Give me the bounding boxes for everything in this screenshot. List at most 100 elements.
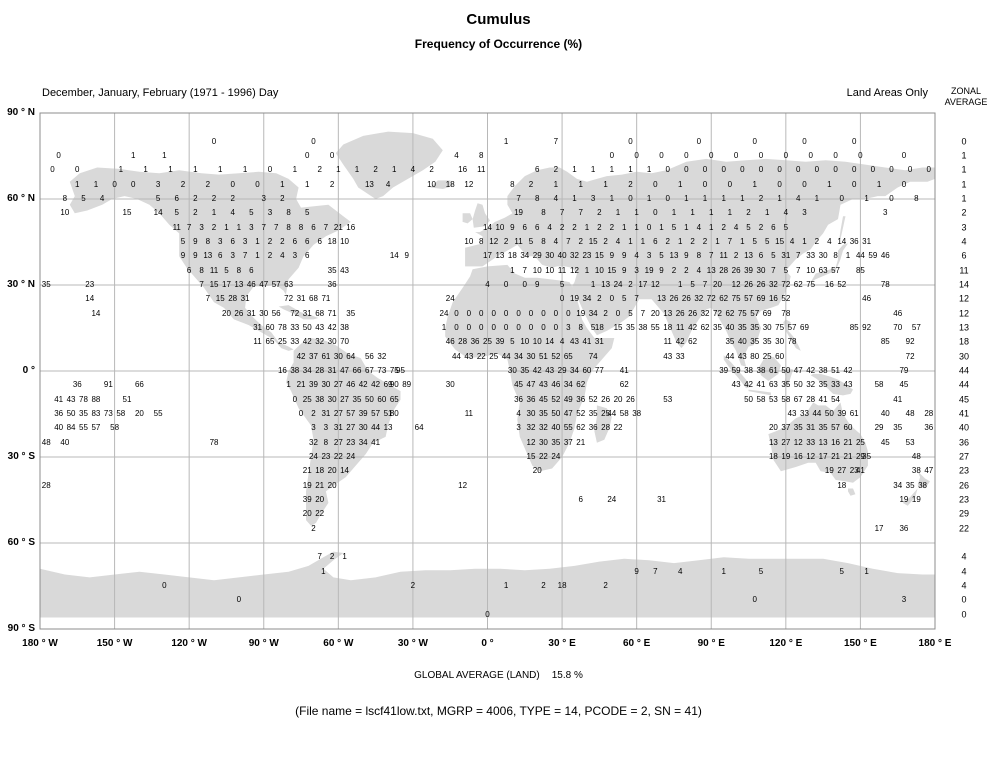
grid-value: 43 <box>464 351 474 361</box>
zonal-average-value: 12 <box>958 293 970 304</box>
grid-value: 0 <box>870 165 876 175</box>
grid-value: 18 <box>557 581 567 590</box>
grid-value: 60 <box>843 423 853 433</box>
grid-value: 2 <box>665 237 670 246</box>
grid-value: 89 <box>402 380 412 390</box>
grid-value: 85 <box>880 337 890 347</box>
grid-value: 37 <box>309 351 318 361</box>
grid-value: 1 <box>503 136 509 146</box>
grid-value: 35 <box>725 337 735 347</box>
grid-value: 1 <box>242 165 248 175</box>
grid-value: 31 <box>296 294 306 304</box>
grid-value: 28 <box>719 265 729 275</box>
grid-value: 2 <box>503 237 509 246</box>
grid-value: 0 <box>926 165 932 175</box>
grid-value: 5 <box>764 237 770 246</box>
global-average-value: 15.8 % <box>551 670 583 681</box>
grid-value: 66 <box>352 366 362 375</box>
grid-value: 24 <box>309 452 318 461</box>
global-average-line: GLOBAL AVERAGE (LAND) 15.8 % <box>0 670 997 681</box>
landmass <box>768 402 868 483</box>
landmass <box>902 488 918 506</box>
grid-value: 44 <box>607 409 617 418</box>
grid-value: 0 <box>628 136 633 146</box>
landmass <box>462 213 473 224</box>
grid-value: 0 <box>311 136 316 146</box>
grid-value: 34 <box>570 366 579 375</box>
grid-value: 30 <box>538 437 548 447</box>
grid-value: 14 <box>483 222 492 232</box>
grid-value: 67 <box>793 394 803 404</box>
grid-value: 20 <box>302 509 312 519</box>
grid-value: 18 <box>327 237 337 246</box>
grid-value: 35 <box>79 409 88 418</box>
grid-value: 0 <box>329 151 335 160</box>
grid-value: 0 <box>907 165 913 175</box>
grid-value: 13 <box>818 437 828 447</box>
zonal-average-value: 45 <box>958 394 970 405</box>
grid-value: 13 <box>744 251 753 261</box>
grid-value: 22 <box>476 351 486 361</box>
grid-value: 1 <box>510 265 515 275</box>
grid-value: 57 <box>744 294 753 304</box>
grid-value: 78 <box>787 337 797 347</box>
grid-value: 21 <box>843 452 853 461</box>
grid-value: 38 <box>911 466 921 476</box>
grid-value: 4 <box>696 222 702 232</box>
grid-value: 18 <box>837 480 847 490</box>
zonal-average-value: 1 <box>961 193 967 204</box>
grid-value: 30 <box>756 265 766 275</box>
grid-value: 0 <box>851 165 857 175</box>
grid-value: 45 <box>899 380 909 390</box>
grid-value: 0 <box>858 151 863 160</box>
grid-value: 0 <box>752 136 757 146</box>
grid-value: 27 <box>333 409 343 418</box>
lat-axis-label: 30 ° S <box>7 451 35 462</box>
grid-value: 24 <box>346 452 356 461</box>
grid-value: 0 <box>236 595 242 605</box>
grid-value: 1 <box>615 208 621 218</box>
grid-value: 1 <box>224 222 229 232</box>
lon-axis-label: 90 ° E <box>697 638 725 649</box>
grid-value: 43 <box>538 380 548 390</box>
grid-value: 0 <box>162 581 167 590</box>
grid-value: 8 <box>323 437 329 447</box>
grid-value: 80 <box>389 409 399 418</box>
grid-value: 16 <box>824 280 834 289</box>
zonal-average-value: 0 <box>961 136 967 147</box>
grid-value: 30 <box>818 251 828 261</box>
grid-value: 2 <box>628 179 633 189</box>
grid-value: 50 <box>793 380 803 390</box>
zonal-average-value: 1 <box>961 179 967 190</box>
grid-value: 5 <box>839 566 844 576</box>
grid-value: 9 <box>180 251 186 261</box>
grid-value: 9 <box>193 251 198 261</box>
grid-value: 7 <box>653 566 658 576</box>
grid-value: 1 <box>342 552 347 562</box>
grid-value: 42 <box>688 323 698 332</box>
grid-value: 2 <box>541 581 546 590</box>
grid-value: 65 <box>389 394 399 404</box>
zonal-average-value: 0 <box>961 609 967 620</box>
grid-value: 48 <box>911 452 921 461</box>
file-info-line: (File name = lscf41low.txt, MGRP = 4006,… <box>295 704 702 718</box>
grid-value: 20 <box>327 466 337 476</box>
grid-value: 75 <box>775 323 785 332</box>
grid-value: 65 <box>563 351 573 361</box>
landmass <box>848 488 856 496</box>
grid-value: 43 <box>340 265 349 275</box>
grid-value: 62 <box>793 280 803 289</box>
grid-value: 6 <box>534 222 540 232</box>
grid-value: 1 <box>609 165 615 175</box>
grid-value: 9 <box>622 265 627 275</box>
grid-value: 57 <box>91 423 101 433</box>
grid-value: 42 <box>296 351 306 361</box>
grid-value: 75 <box>731 294 741 304</box>
grid-value: 3 <box>292 251 298 261</box>
grid-value: 2 <box>578 237 583 246</box>
grid-value: 2 <box>211 194 217 203</box>
grid-value: 0 <box>665 194 670 203</box>
grid-value: 2 <box>758 222 764 232</box>
grid-value: 4 <box>280 251 285 261</box>
grid-value: 66 <box>134 380 144 390</box>
